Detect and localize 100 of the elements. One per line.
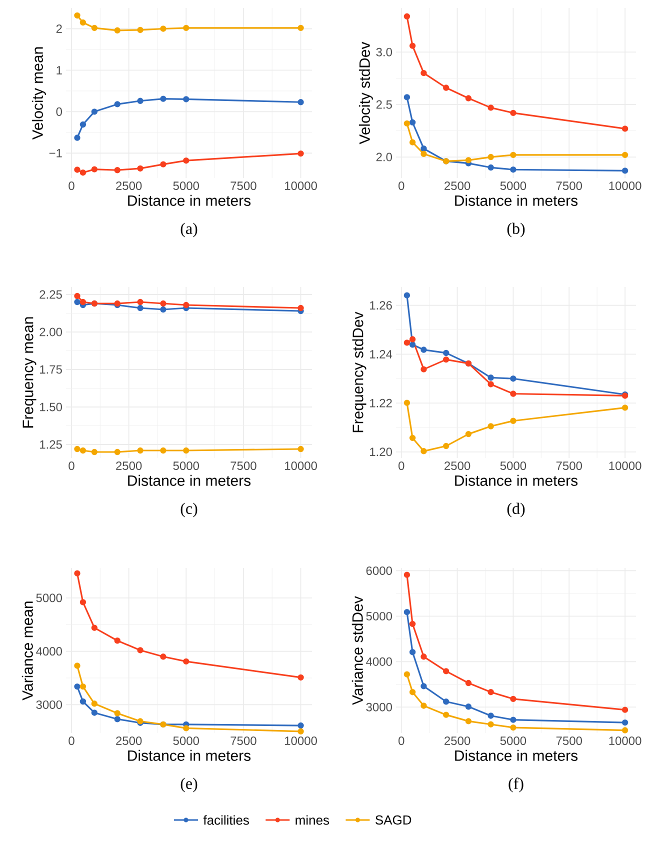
point <box>80 447 86 454</box>
point <box>74 134 80 141</box>
point <box>74 570 80 576</box>
point <box>137 647 144 654</box>
point <box>622 706 628 713</box>
y-tick-label: 5000 <box>36 594 62 602</box>
point <box>183 447 190 454</box>
point <box>404 13 410 20</box>
point <box>622 719 628 726</box>
y-tick-label: 2.00 <box>40 328 62 336</box>
text: (a) <box>180 222 198 238</box>
point <box>160 96 166 102</box>
x-axis-title: Distance in meters <box>128 194 251 206</box>
y-tick-label: 1.26 <box>370 301 392 310</box>
point <box>420 366 427 372</box>
point <box>183 302 190 308</box>
legend-label: mines <box>296 815 330 825</box>
y-tick-label: 1.24 <box>370 350 392 358</box>
point <box>409 342 416 348</box>
x-tick-label: 2500 <box>444 736 470 746</box>
point <box>137 447 144 454</box>
x-tick-label: 7500 <box>230 736 256 746</box>
y-tick-label: 4000 <box>366 657 392 666</box>
point <box>137 165 144 172</box>
y-tick-label: 2.0 <box>376 152 392 162</box>
y-axis-title: Variance stdDev <box>352 596 363 705</box>
y-axis-title: Variance mean <box>22 602 33 700</box>
point <box>488 688 494 696</box>
point <box>622 404 628 411</box>
point <box>488 104 494 111</box>
x-axis-title: Distance in meters <box>455 474 578 486</box>
point <box>80 121 86 128</box>
point <box>510 390 516 397</box>
x-tick-label: 2500 <box>444 462 470 470</box>
point <box>404 572 410 578</box>
point <box>622 152 628 158</box>
text: (c) <box>180 502 198 518</box>
point <box>404 400 410 406</box>
x-axis-title: Distance in meters <box>455 194 578 206</box>
x-tick-label: 7500 <box>556 736 582 746</box>
point <box>409 620 416 628</box>
y-tick-label: 0 <box>56 107 62 116</box>
point <box>409 139 416 146</box>
point <box>510 696 516 702</box>
point <box>91 700 98 707</box>
y-tick-label: 5000 <box>366 612 392 620</box>
x-tick-label: 2500 <box>444 182 470 190</box>
x-tick-label: 5000 <box>500 182 526 190</box>
point <box>91 710 98 716</box>
x-tick-label: 10000 <box>284 736 317 746</box>
y-tick-label: 4000 <box>36 647 62 656</box>
x-tick-label: 10000 <box>284 182 317 190</box>
point <box>409 688 416 696</box>
x-axis-title: Distance in meters <box>128 750 251 761</box>
y-tick-label: 2.5 <box>376 100 392 109</box>
text: (e) <box>180 778 198 792</box>
point <box>488 154 494 160</box>
text: (f) <box>508 778 524 792</box>
point <box>420 346 427 353</box>
point <box>622 727 628 734</box>
point <box>298 24 304 32</box>
point <box>80 19 86 26</box>
point <box>510 110 516 116</box>
x-axis-title: Distance in meters <box>455 750 578 761</box>
y-tick-label: 1 <box>56 66 62 74</box>
point <box>298 150 304 157</box>
point <box>91 24 98 32</box>
point <box>183 658 190 665</box>
point <box>404 608 410 616</box>
point <box>488 164 494 171</box>
x-tick-label: 0 <box>68 736 74 746</box>
y-tick-label: 1.75 <box>40 365 62 374</box>
point <box>74 662 80 669</box>
y-axis-title: Frequency stdDev <box>352 312 366 432</box>
point <box>80 599 86 606</box>
x-tick-label: 10000 <box>284 462 317 470</box>
point <box>465 157 472 164</box>
y-tick-label: 2 <box>56 24 62 33</box>
x-tick-label: 0 <box>68 462 74 470</box>
point <box>442 668 450 674</box>
point <box>160 26 166 32</box>
point <box>420 654 427 660</box>
point <box>183 157 190 164</box>
y-axis-title: Velocity stdDev <box>358 42 373 144</box>
point <box>510 152 516 158</box>
x-axis-title: Distance in meters <box>128 474 251 486</box>
point <box>404 94 410 100</box>
x-tick-label: 5000 <box>173 462 200 470</box>
point <box>488 721 494 728</box>
point <box>298 304 304 312</box>
text: (d) <box>507 502 525 518</box>
point <box>420 683 427 690</box>
point <box>183 725 190 732</box>
x-tick-label: 10000 <box>609 736 642 746</box>
x-tick-label: 2500 <box>116 182 142 190</box>
point <box>80 683 86 690</box>
point <box>74 292 80 300</box>
x-tick-label: 5000 <box>173 182 200 190</box>
point <box>114 27 120 34</box>
point <box>510 716 516 723</box>
